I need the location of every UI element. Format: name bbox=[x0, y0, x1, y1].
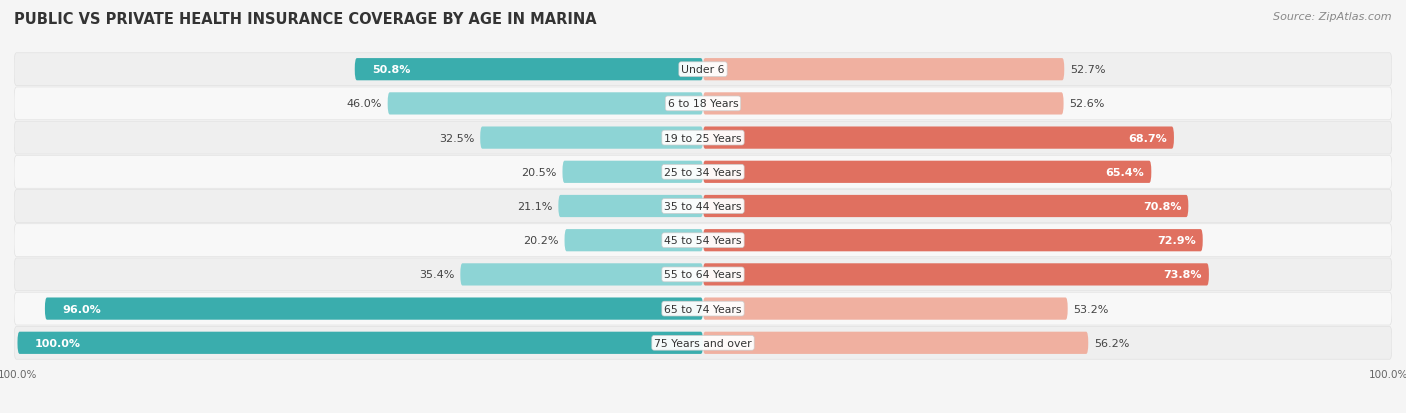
FancyBboxPatch shape bbox=[14, 259, 1392, 291]
FancyBboxPatch shape bbox=[703, 127, 1174, 150]
FancyBboxPatch shape bbox=[703, 298, 1067, 320]
FancyBboxPatch shape bbox=[388, 93, 703, 115]
FancyBboxPatch shape bbox=[703, 93, 1063, 115]
Text: 100.0%: 100.0% bbox=[35, 338, 80, 348]
FancyBboxPatch shape bbox=[703, 263, 1209, 286]
FancyBboxPatch shape bbox=[703, 230, 1202, 252]
FancyBboxPatch shape bbox=[703, 195, 1188, 218]
Text: 96.0%: 96.0% bbox=[62, 304, 101, 314]
FancyBboxPatch shape bbox=[703, 161, 1152, 183]
FancyBboxPatch shape bbox=[460, 263, 703, 286]
FancyBboxPatch shape bbox=[354, 59, 703, 81]
FancyBboxPatch shape bbox=[17, 332, 703, 354]
Text: 6 to 18 Years: 6 to 18 Years bbox=[668, 99, 738, 109]
Text: 52.7%: 52.7% bbox=[1070, 65, 1105, 75]
Text: 75 Years and over: 75 Years and over bbox=[654, 338, 752, 348]
Text: 20.5%: 20.5% bbox=[522, 167, 557, 177]
Text: 73.8%: 73.8% bbox=[1164, 270, 1202, 280]
Text: 32.5%: 32.5% bbox=[439, 133, 475, 143]
Text: 35.4%: 35.4% bbox=[419, 270, 456, 280]
Text: 53.2%: 53.2% bbox=[1073, 304, 1108, 314]
Text: 56.2%: 56.2% bbox=[1094, 338, 1129, 348]
Text: 65.4%: 65.4% bbox=[1105, 167, 1144, 177]
FancyBboxPatch shape bbox=[14, 292, 1392, 325]
Text: 25 to 34 Years: 25 to 34 Years bbox=[664, 167, 742, 177]
FancyBboxPatch shape bbox=[14, 88, 1392, 121]
FancyBboxPatch shape bbox=[14, 54, 1392, 86]
FancyBboxPatch shape bbox=[14, 224, 1392, 257]
FancyBboxPatch shape bbox=[45, 298, 703, 320]
Text: 19 to 25 Years: 19 to 25 Years bbox=[664, 133, 742, 143]
Text: 68.7%: 68.7% bbox=[1129, 133, 1167, 143]
Text: PUBLIC VS PRIVATE HEALTH INSURANCE COVERAGE BY AGE IN MARINA: PUBLIC VS PRIVATE HEALTH INSURANCE COVER… bbox=[14, 12, 596, 27]
Text: Under 6: Under 6 bbox=[682, 65, 724, 75]
Text: 45 to 54 Years: 45 to 54 Years bbox=[664, 236, 742, 246]
Text: 52.6%: 52.6% bbox=[1069, 99, 1105, 109]
Text: 65 to 74 Years: 65 to 74 Years bbox=[664, 304, 742, 314]
FancyBboxPatch shape bbox=[703, 59, 1064, 81]
Text: 72.9%: 72.9% bbox=[1157, 236, 1197, 246]
FancyBboxPatch shape bbox=[14, 122, 1392, 154]
Text: 50.8%: 50.8% bbox=[373, 65, 411, 75]
FancyBboxPatch shape bbox=[558, 195, 703, 218]
FancyBboxPatch shape bbox=[14, 156, 1392, 189]
FancyBboxPatch shape bbox=[565, 230, 703, 252]
FancyBboxPatch shape bbox=[481, 127, 703, 150]
Text: 20.2%: 20.2% bbox=[523, 236, 560, 246]
Text: 35 to 44 Years: 35 to 44 Years bbox=[664, 202, 742, 211]
Text: Source: ZipAtlas.com: Source: ZipAtlas.com bbox=[1274, 12, 1392, 22]
Text: 55 to 64 Years: 55 to 64 Years bbox=[664, 270, 742, 280]
FancyBboxPatch shape bbox=[703, 332, 1088, 354]
FancyBboxPatch shape bbox=[562, 161, 703, 183]
Text: 70.8%: 70.8% bbox=[1143, 202, 1181, 211]
Text: 46.0%: 46.0% bbox=[347, 99, 382, 109]
Text: 21.1%: 21.1% bbox=[517, 202, 553, 211]
FancyBboxPatch shape bbox=[14, 327, 1392, 359]
FancyBboxPatch shape bbox=[14, 190, 1392, 223]
